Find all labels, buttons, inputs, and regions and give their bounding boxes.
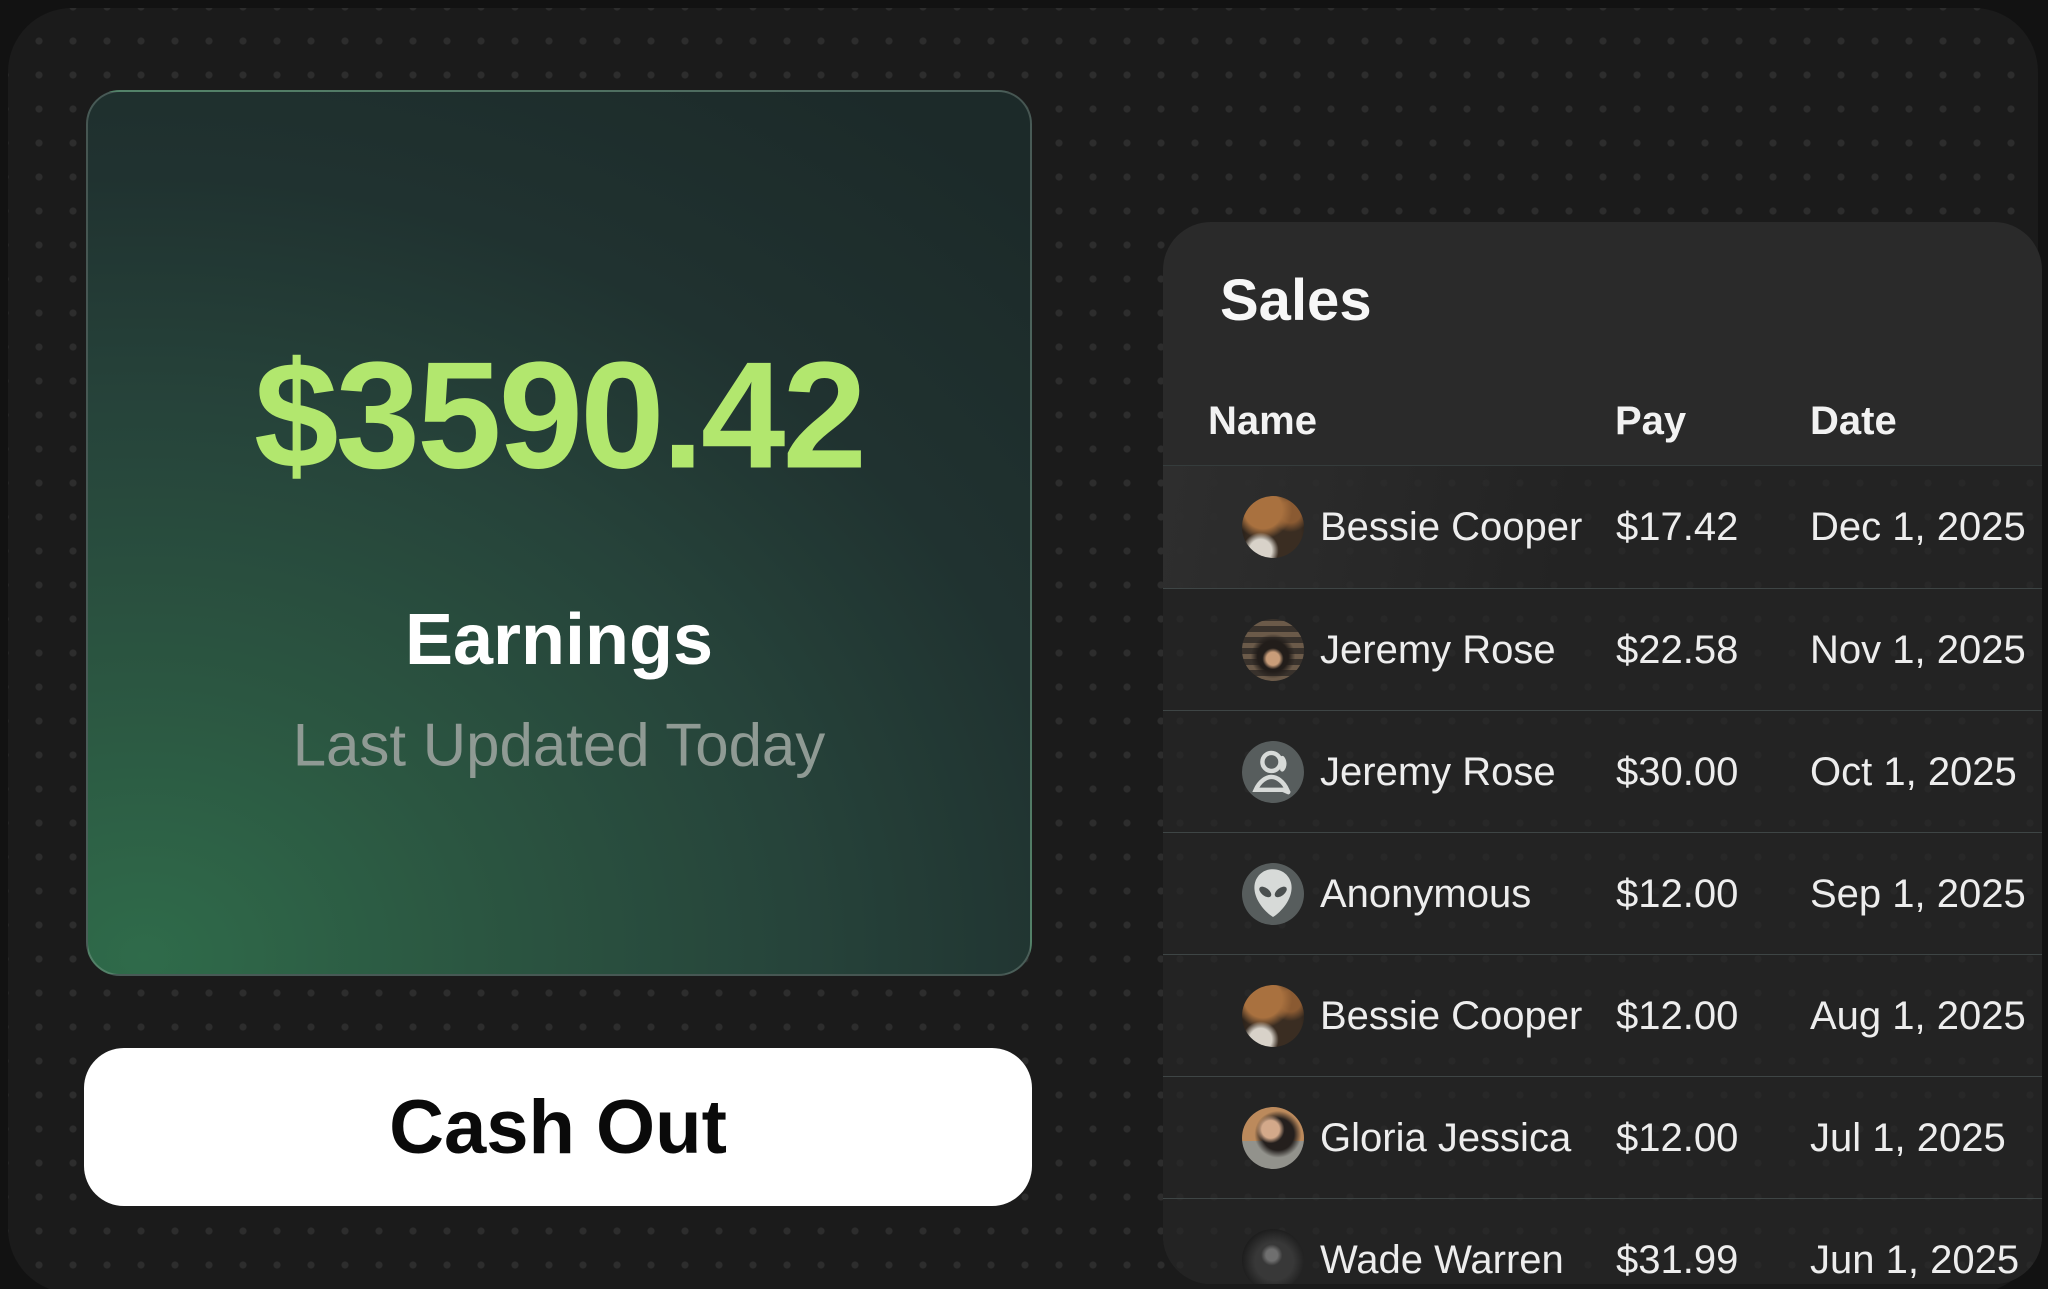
table-row[interactable]: Anonymous $12.00 Sep 1, 2025 [1163, 832, 2042, 954]
row-pay: $30.00 [1616, 749, 1739, 794]
alien-icon [1242, 862, 1304, 925]
avatar-photo [1242, 618, 1304, 681]
earnings-title: Earnings [404, 600, 714, 680]
row-date: Dec 1, 2025 [1810, 505, 2026, 549]
table-row[interactable]: Jeremy Rose $22.58 Nov 1, 2025 [1163, 588, 2042, 710]
row-date: Jun 1, 2025 [1810, 1237, 2020, 1282]
sales-title: Sales [1220, 268, 1372, 333]
table-row[interactable]: Wade Warren $31.99 Jun 1, 2025 [1163, 1198, 2042, 1284]
row-name: Wade Warren [1320, 1237, 1564, 1282]
table-row[interactable]: Bessie Cooper $17.42 Dec 1, 2025 [1163, 466, 2042, 588]
sales-card: Sales Name Pay Date Bessie Cooper $17.42… [1163, 222, 2042, 1284]
row-date: Oct 1, 2025 [1810, 749, 2017, 794]
cash-out-button[interactable]: Cash Out [84, 1048, 1032, 1206]
row-pay: $22.58 [1616, 627, 1739, 672]
column-header-pay: Pay [1615, 399, 1687, 443]
earnings-last-updated: Last Updated Today [292, 711, 826, 779]
avatar-photo [1242, 1228, 1304, 1284]
column-header-name: Name [1208, 399, 1317, 443]
avatar-photo [1242, 1106, 1304, 1169]
row-pay: $12.00 [1616, 1115, 1739, 1160]
row-date: Jul 1, 2025 [1810, 1115, 2006, 1160]
earnings-card: $3590.42 Earnings Last Updated Today [86, 90, 1032, 976]
row-pay: $12.00 [1616, 871, 1739, 916]
avatar-photo [1242, 984, 1304, 1047]
table-row[interactable]: Jeremy Rose $30.00 Oct 1, 2025 [1163, 710, 2042, 832]
user-icon [1242, 740, 1304, 803]
sales-table-body: Bessie Cooper $17.42 Dec 1, 2025 Jeremy … [1163, 465, 2042, 1284]
row-date: Sep 1, 2025 [1810, 871, 2026, 916]
row-pay: $12.00 [1616, 993, 1739, 1038]
row-name: Anonymous [1320, 871, 1532, 916]
row-name: Gloria Jessica [1320, 1115, 1572, 1160]
table-row[interactable]: Gloria Jessica $12.00 Jul 1, 2025 [1163, 1076, 2042, 1198]
earnings-amount: $3590.42 [254, 330, 867, 501]
column-header-date: Date [1810, 399, 1897, 443]
table-row[interactable]: Bessie Cooper $12.00 Aug 1, 2025 [1163, 954, 2042, 1076]
cash-out-label: Cash Out [389, 1084, 727, 1170]
row-pay: $31.99 [1616, 1237, 1739, 1282]
row-date: Aug 1, 2025 [1810, 993, 2026, 1038]
row-name: Bessie Cooper [1320, 993, 1583, 1038]
avatar-photo [1242, 496, 1304, 558]
row-date: Nov 1, 2025 [1810, 627, 2026, 672]
row-name: Bessie Cooper [1320, 505, 1583, 549]
row-name: Jeremy Rose [1320, 627, 1556, 672]
row-name: Jeremy Rose [1320, 749, 1556, 794]
row-pay: $17.42 [1616, 505, 1739, 549]
